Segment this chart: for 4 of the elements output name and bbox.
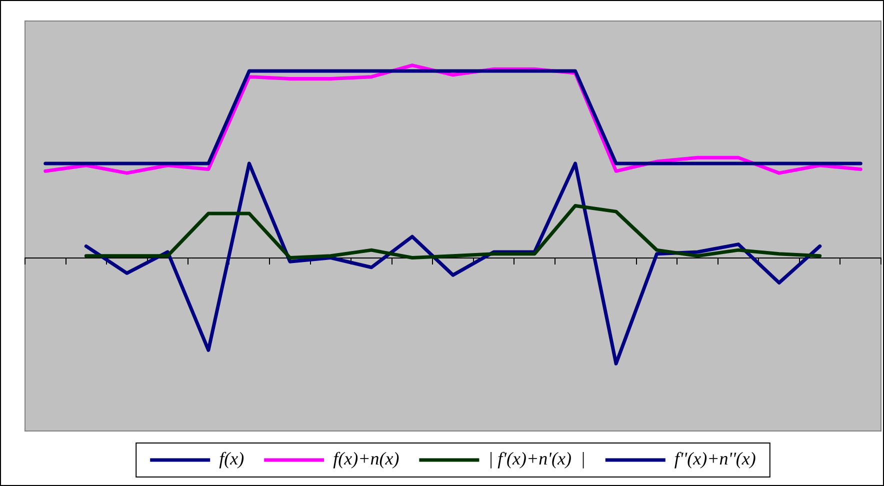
legend-label: f(x)+n(x)	[333, 448, 400, 469]
legend-label: | f'(x)+n'(x) |	[488, 448, 586, 469]
legend-label: f(x)	[219, 448, 244, 469]
legend-label: f''(x)+n''(x)	[674, 448, 756, 469]
